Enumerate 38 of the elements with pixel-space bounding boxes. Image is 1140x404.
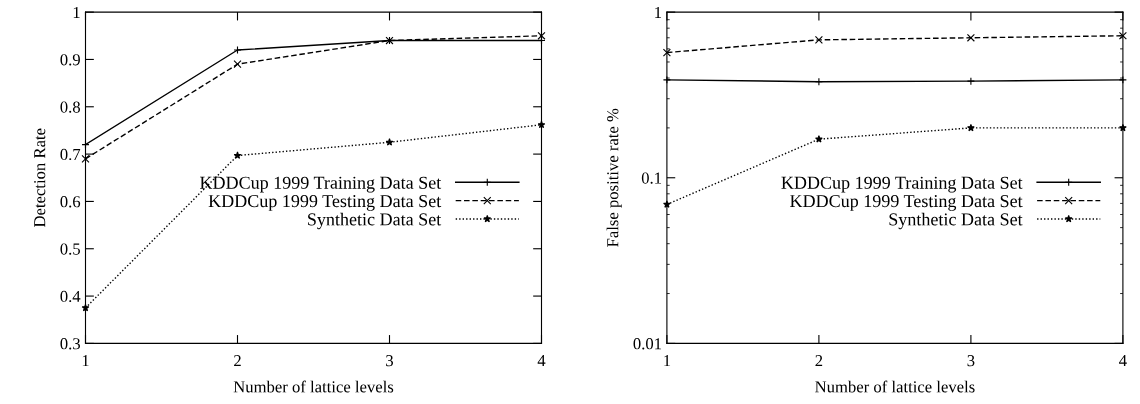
y-tick-label: 0.5 — [60, 243, 80, 255]
y-tick-label: 0.8 — [60, 101, 80, 113]
point — [814, 35, 823, 44]
point — [233, 60, 242, 69]
point — [662, 48, 671, 57]
x-tick-label: 1 — [82, 355, 89, 367]
y-tick-label: 0.3 — [60, 338, 80, 350]
point — [967, 123, 975, 132]
y-axis-title: False positive rate % — [606, 108, 622, 247]
y-axis-title: Detection Rate — [34, 128, 46, 228]
x-tick-label: 3 — [386, 355, 394, 367]
point — [966, 33, 975, 42]
legend-label: Synthetic Data Set — [889, 212, 1023, 230]
y-tick-label: 0.4 — [60, 290, 81, 303]
x-tick-label: 4 — [537, 355, 546, 367]
point — [233, 45, 242, 55]
x-tick-label: 3 — [967, 355, 975, 367]
x-axis-title: Number of lattice levels — [233, 380, 394, 393]
x-tick-label: 2 — [234, 355, 241, 367]
point — [81, 154, 90, 163]
x-tick-label: 2 — [815, 355, 823, 367]
y-tick-label: 0.9 — [60, 54, 80, 66]
legend-label: Synthetic Data Set — [308, 212, 442, 230]
legend-label: KDDCup 1999 Training Data Set — [781, 176, 1023, 193]
x-tick-label: 1 — [664, 355, 671, 367]
y-tick-label: 0.7 — [60, 148, 81, 161]
legend-label: KDDCup 1999 Training Data Set — [200, 176, 442, 193]
x-tick-label: 4 — [1119, 355, 1127, 367]
legend-label: KDDCup 1999 Testing Data Set — [790, 195, 1023, 211]
y-tick-label: 0.01 — [633, 338, 662, 350]
point — [1118, 31, 1127, 40]
y-tick-label: 0.1 — [641, 172, 662, 184]
x-axis-title: Number of lattice levels — [815, 380, 975, 393]
y-tick-label: 1 — [73, 6, 80, 18]
y-tick-label: 0.6 — [60, 196, 81, 208]
y-tick-label: 1 — [655, 6, 662, 18]
legend-label: KDDCup 1999 Testing Data Set — [208, 195, 442, 211]
point — [233, 151, 242, 159]
